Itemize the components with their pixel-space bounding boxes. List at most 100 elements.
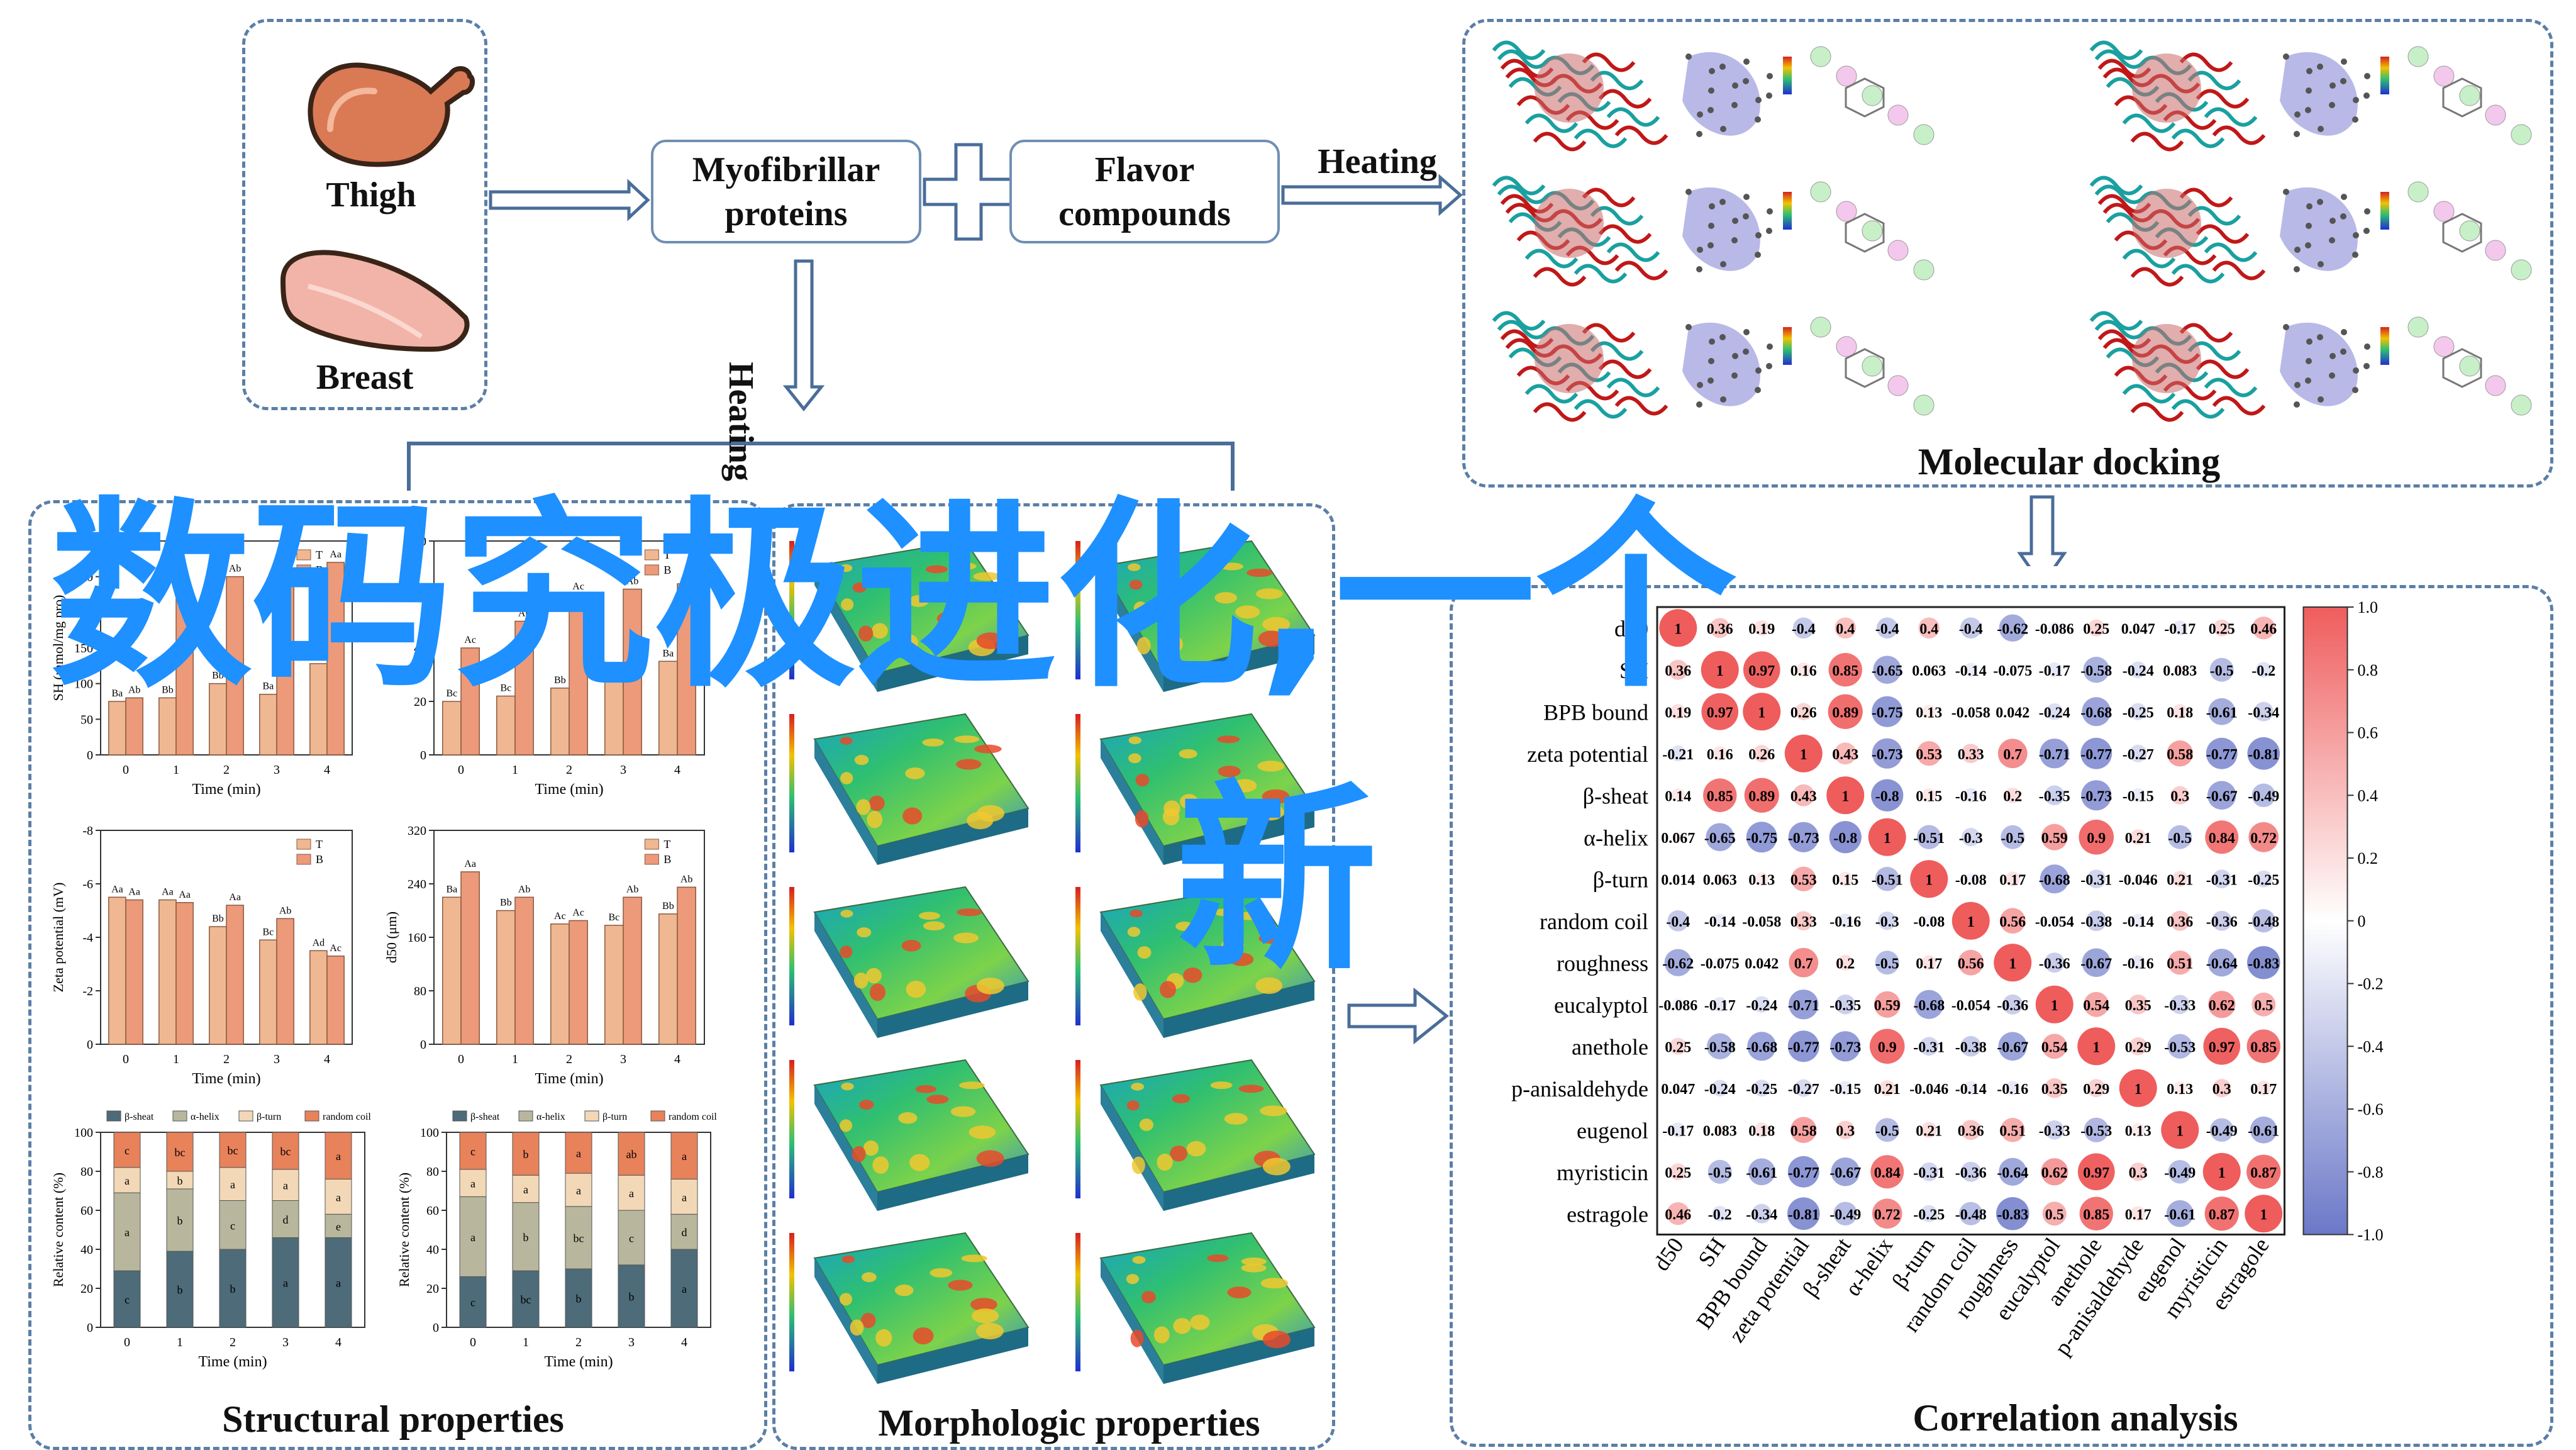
bar-label: e: [336, 1220, 341, 1233]
correlation-circle: [1918, 617, 1940, 639]
bar-label: b: [629, 1290, 635, 1303]
protein-ribbon: [2094, 184, 2148, 204]
x-tick-label: 0: [123, 1052, 129, 1066]
legend-swatch: [304, 1110, 319, 1122]
correlation-value: 0.43: [1790, 788, 1817, 805]
bar-chart: 0 20 40 60 80 100 0 1 2 3 4 Time (min) Relative cont…: [396, 1110, 717, 1370]
afm-peak: [1162, 808, 1180, 826]
afm-peak: [857, 927, 872, 938]
afm-peak: [1241, 1263, 1267, 1273]
bar: [514, 620, 534, 756]
correlation-value: -0.61: [2248, 1123, 2279, 1139]
correlation-circle: [1960, 1035, 1982, 1057]
afm-peak: [953, 932, 979, 944]
y-tick-label: 20: [426, 1282, 439, 1296]
correlation-circle: [2208, 991, 2236, 1018]
bar-label: d: [682, 1226, 687, 1239]
correlation-value: 1: [1800, 747, 1807, 763]
correlation-value: -0.17: [1662, 1123, 1694, 1139]
stacked-bar: [512, 1202, 540, 1271]
bar-label: Ac: [572, 907, 584, 918]
correlation-circle: [1664, 949, 1692, 976]
ligand-atom: [1708, 87, 1714, 94]
stacked-bar: [565, 1206, 592, 1269]
correlation-value: 0.87: [2250, 1165, 2277, 1181]
correlation-value: -0.25: [1746, 1081, 1777, 1098]
correlation-circle: [1910, 860, 1948, 898]
protein-ribbon: [2196, 224, 2250, 244]
afm-colorbar: [789, 887, 794, 1025]
correlation-circle: [2173, 1081, 2187, 1095]
protein-ribbon: [2130, 267, 2184, 287]
correlation-value: 0.35: [2125, 998, 2151, 1014]
afm-peak: [1135, 810, 1149, 828]
correlation-value: 1: [2009, 956, 2016, 972]
x-tick-label: 0: [124, 1336, 130, 1349]
ligand-atom: [2294, 247, 2301, 253]
afm-peak: [1126, 1100, 1140, 1111]
bracket-line: [407, 442, 1235, 491]
bar-label: b: [523, 1231, 529, 1244]
bar-chart: 0 80 160 240 320 0 1 2 3 4 Time (min) d50 (μm) Ba Aa B…: [384, 824, 705, 1087]
ligand-atom: [2294, 111, 2301, 118]
ligand-atom: [2364, 208, 2370, 215]
row-label: β-turn: [1593, 867, 1648, 892]
correlation-circle: [2205, 820, 2239, 854]
correlation-circle: [2042, 1202, 2067, 1226]
protein-ribbon: [1524, 248, 1579, 269]
ligand-atom: [2306, 203, 2312, 209]
ligand-atom: [1696, 131, 1702, 137]
correlation-circle: [2167, 1034, 2192, 1059]
ligand-atom: [1707, 242, 1714, 248]
legend-swatch: [238, 1110, 253, 1122]
correlation-circle: [1834, 742, 1857, 765]
ligand-atom: [1731, 102, 1738, 108]
afm-peak: [950, 1106, 976, 1117]
box-line: Flavor: [1094, 150, 1195, 189]
bar: [125, 899, 143, 1045]
correlation-value: -0.24: [1704, 1081, 1736, 1098]
afm-surface: [1075, 1059, 1316, 1211]
correlation-title: Correlation analysis: [1913, 1397, 2238, 1439]
correlation-value: 0.84: [2209, 830, 2235, 847]
correlation-circle: [2130, 829, 2146, 845]
bar-label: a: [470, 1178, 475, 1190]
correlation-value: -0.49: [2206, 1123, 2238, 1139]
bar: [623, 588, 642, 756]
correlation-value: 0.59: [1874, 998, 1901, 1014]
correlation-value: 0.25: [2083, 621, 2109, 637]
bar-label: Ab: [179, 577, 191, 588]
correlation-circle: [2204, 1196, 2239, 1231]
bar: [658, 661, 678, 756]
ligand-atom: [1696, 401, 1702, 408]
x-tick-label: 4: [324, 1052, 330, 1066]
afm-peak: [859, 1100, 874, 1110]
ligand-atom: [1755, 252, 1761, 258]
ligand-atom: [2305, 377, 2311, 384]
y-tick-label: 0: [87, 1038, 93, 1052]
afm-peak: [840, 945, 853, 959]
correlation-circle: [2253, 701, 2273, 722]
meat-input-panel: [242, 19, 487, 410]
bar: [125, 697, 143, 756]
correlation-value: 0.3: [1836, 1123, 1855, 1139]
correlation-circle: [2168, 825, 2192, 849]
afm-peak: [1132, 1256, 1146, 1264]
correlation-value: 0.18: [2167, 705, 2193, 721]
bar-label: Bb: [162, 684, 174, 695]
colorbar-tick-label: 0.2: [2358, 849, 2379, 867]
correlation-circle: [2129, 744, 2147, 762]
y-tick-label: -8: [82, 824, 93, 838]
correlation-circle: [2079, 1196, 2113, 1230]
legend-label: B: [316, 853, 323, 866]
protein-ribbon: [2179, 52, 2233, 72]
afm-peak: [948, 1280, 973, 1291]
correlation-value: 0.21: [2125, 830, 2151, 847]
interaction-residue: [1887, 375, 1909, 396]
correlation-circle: [1787, 1030, 1819, 1062]
bar: [604, 674, 624, 756]
protein-ribbon: [2171, 264, 2225, 284]
correlation-circle: [2168, 1159, 2192, 1184]
correlation-value: -0.77: [1788, 1039, 1819, 1056]
